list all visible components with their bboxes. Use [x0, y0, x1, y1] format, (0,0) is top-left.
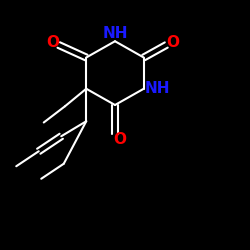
- Text: NH: NH: [145, 81, 170, 96]
- Text: O: O: [114, 132, 126, 148]
- Text: O: O: [46, 35, 59, 50]
- Text: O: O: [166, 35, 179, 50]
- Text: NH: NH: [102, 26, 128, 41]
